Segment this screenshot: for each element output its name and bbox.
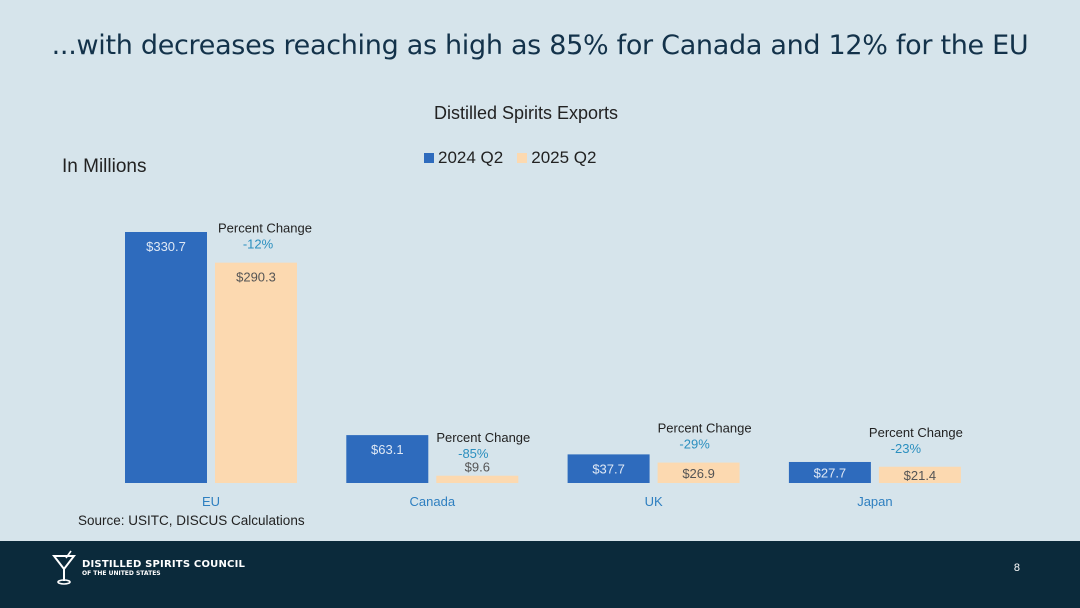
martini-glass-icon bbox=[52, 550, 76, 585]
legend-label-2025: 2025 Q2 bbox=[531, 148, 597, 167]
data-label: $26.9 bbox=[682, 466, 715, 481]
source-note: Source: USITC, DISCUS Calculations bbox=[78, 513, 305, 528]
dscus-logo: DISTILLED SPIRITS COUNCIL OF THE UNITED … bbox=[52, 550, 245, 586]
bar-canada-2024-q2 bbox=[346, 435, 429, 483]
page-number: 8 bbox=[1013, 562, 1020, 574]
percent-change-value: -85% bbox=[458, 446, 489, 461]
bar-uk-2025-q2 bbox=[657, 462, 740, 483]
percent-change-label: Percent Change bbox=[869, 425, 963, 440]
bar-japan-2024-q2 bbox=[788, 461, 871, 483]
data-label: $37.7 bbox=[592, 462, 625, 477]
bar-eu-2025-q2 bbox=[215, 262, 297, 483]
percent-change-label: Percent Change bbox=[436, 430, 530, 445]
logo-line2: OF THE UNITED STATES bbox=[82, 570, 161, 577]
units-label: In Millions bbox=[62, 156, 147, 177]
x-tick-label: Japan bbox=[857, 494, 892, 509]
data-label: $63.1 bbox=[371, 442, 404, 457]
percent-change-label: Percent Change bbox=[218, 221, 312, 236]
footer: DISTILLED SPIRITS COUNCIL OF THE UNITED … bbox=[0, 541, 1080, 608]
chart-title: Distilled Spirits Exports bbox=[433, 103, 619, 123]
x-tick-label: EU bbox=[202, 494, 220, 509]
bar-eu-2024-q2 bbox=[125, 232, 207, 483]
bar-canada-2025-q2 bbox=[436, 475, 519, 483]
data-label: $9.6 bbox=[465, 460, 490, 475]
legend-swatch-2024 bbox=[424, 153, 434, 163]
logo-line1: DISTILLED SPIRITS COUNCIL bbox=[82, 559, 246, 570]
slide-title: ...with decreases reaching as high as 85… bbox=[51, 30, 1029, 61]
percent-change-value: -12% bbox=[243, 237, 274, 252]
bar-uk-2024-q2 bbox=[567, 454, 650, 483]
data-label: $290.3 bbox=[236, 270, 276, 285]
data-label: $21.4 bbox=[904, 468, 937, 483]
data-label: $27.7 bbox=[814, 465, 847, 480]
data-label: $330.7 bbox=[146, 239, 186, 254]
legend-item-2024: 2024 Q2 bbox=[424, 148, 503, 168]
legend-swatch-2025 bbox=[517, 153, 528, 163]
percent-change-value: -29% bbox=[679, 437, 710, 452]
bar-japan-2025-q2 bbox=[878, 466, 961, 483]
chart-legend: 2024 Q2 2025 Q2 bbox=[424, 148, 596, 168]
percent-change-value: -23% bbox=[891, 441, 922, 456]
x-tick-label: UK bbox=[645, 494, 663, 509]
legend-label-2024: 2024 Q2 bbox=[438, 148, 504, 167]
percent-change-label: Percent Change bbox=[658, 421, 752, 436]
x-tick-label: Canada bbox=[410, 494, 456, 509]
legend-item-2025: 2025 Q2 bbox=[517, 148, 596, 168]
